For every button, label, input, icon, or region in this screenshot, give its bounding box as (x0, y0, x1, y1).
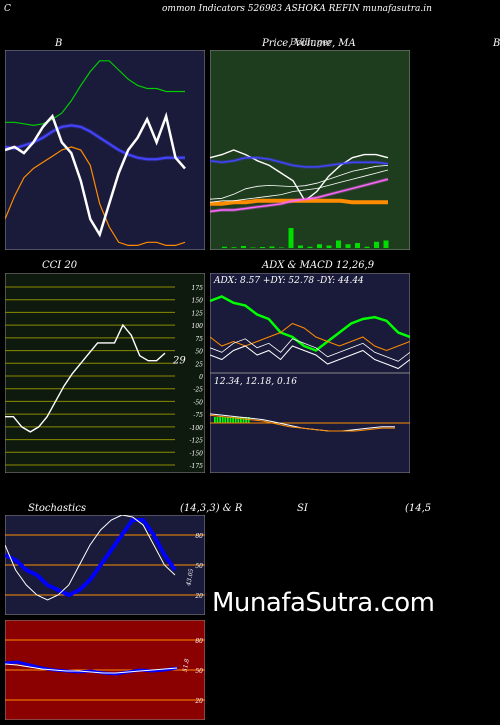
macd-values-text: 12.34, 12.18, 0.16 (214, 377, 297, 387)
corner-letter: C (4, 4, 11, 14)
volume-bar (241, 246, 246, 248)
volume-bar (355, 243, 360, 248)
macd-histogram-bar (224, 417, 227, 423)
stoch-params-label: (14,3,3) & R (180, 503, 243, 514)
macd-histogram-bar (227, 417, 229, 423)
volume-bar (279, 247, 284, 248)
macd-series-line (210, 414, 395, 432)
price-label: Price, Volume, MA (262, 38, 356, 49)
volume-bar (298, 245, 303, 248)
macd-histogram-bar (229, 417, 232, 423)
si-last-value: 51.8 (182, 658, 191, 673)
adx-panel: ADX: 8.57 +DY: 52.78 -DY: 44.44 (210, 273, 410, 373)
volume-bar (269, 246, 275, 248)
cci-label: CCI 20 (42, 260, 78, 271)
stoch-last-value: 43.05 (185, 568, 195, 587)
right-edge-label: B (493, 38, 500, 49)
cci-tick-label: -25 (193, 387, 203, 394)
macd-histogram-bar (234, 417, 237, 423)
cci-last-value: 29 (172, 356, 186, 367)
si-tick-label: 20 (194, 698, 203, 705)
bollinger-series-line (5, 111, 186, 238)
cci-line (5, 323, 166, 433)
cci-tick-label: -150 (190, 450, 204, 457)
si-series-line (5, 663, 178, 674)
cci-tick-label: -125 (190, 438, 204, 445)
adx-macd-label: ADX & MACD 12,26,9 (262, 260, 375, 271)
volume-bar (231, 247, 237, 248)
cci-tick-label: -50 (193, 399, 203, 406)
stoch-series-line (5, 515, 176, 601)
volume-bar (260, 247, 265, 248)
macd-histogram-bar (237, 417, 240, 423)
adx-series-line (210, 322, 410, 352)
cci-tick-label: 75 (195, 336, 203, 343)
bollinger-series-line (5, 146, 186, 246)
si-panel: 80 50 20 51.8 (5, 620, 205, 720)
volume-bar (288, 228, 294, 248)
si-label: SI (297, 503, 308, 514)
price-ma-line (210, 165, 389, 200)
cci-tick-label: -100 (190, 425, 204, 432)
volume-bar (383, 240, 389, 248)
cci-bg (5, 273, 205, 473)
price-bg (210, 50, 410, 250)
stoch-series-line (5, 518, 177, 598)
cci-tick-label: 175 (192, 285, 204, 292)
stoch-tick-label: 20 (194, 593, 203, 600)
adx-series-line (210, 345, 410, 370)
volume-bar (222, 246, 227, 248)
volume-bar (364, 246, 370, 248)
macd-histogram-bar (245, 417, 247, 423)
bollinger-label: B (55, 38, 63, 49)
price-panel (210, 50, 410, 250)
volume-bar (307, 246, 313, 248)
cci-tick-label: 25 (194, 361, 203, 368)
watermark: MunafaSutra.com (212, 588, 435, 618)
adx-bg (210, 273, 410, 373)
adx-values-text: ADX: 8.57 +DY: 52.78 -DY: 44.44 (213, 276, 364, 286)
stoch-tick-label: 80 (195, 533, 203, 540)
price-series-line (210, 198, 388, 206)
cci-tick-label: 0 (199, 374, 203, 381)
price-overlay-label: Bollinger (290, 38, 332, 48)
bollinger-panel (5, 50, 205, 250)
volume-bar (336, 240, 341, 248)
macd-panel: 12.34, 12.18, 0.16 (210, 373, 410, 473)
cci-tick-label: 100 (192, 323, 204, 330)
si-tick-label: 50 (195, 668, 203, 675)
cci-tick-label: 50 (195, 349, 203, 356)
volume-bar (345, 244, 351, 248)
si-params-label: (14,5 (405, 503, 432, 514)
adx-series-line (210, 295, 410, 352)
si-tick-label: 80 (195, 638, 203, 645)
volume-bar (317, 244, 322, 248)
volume-bar (250, 247, 256, 248)
price-ma-line (210, 169, 389, 203)
price-series-line (210, 178, 389, 213)
macd-histogram-bar (242, 417, 245, 423)
cci-tick-label: 150 (192, 298, 204, 305)
adx-series-line (210, 338, 410, 362)
stochastics-panel: 80 50 20 43.05 (5, 515, 205, 615)
macd-histogram-bar (232, 417, 234, 423)
cci-panel: 175 150 125 100 75 50 25 0 -25 -50 -75 -100 -125 -150… (5, 273, 205, 473)
macd-histogram-bar (214, 417, 216, 423)
price-series-line (210, 156, 389, 168)
volume-bar (374, 241, 379, 248)
macd-histogram-bar (221, 417, 224, 423)
macd-histogram-bar (216, 417, 219, 423)
cci-tick-label: -175 (190, 463, 204, 470)
volume-bar (326, 245, 332, 248)
cci-tick-label: -75 (193, 412, 203, 419)
stoch-tick-label: 50 (195, 563, 203, 570)
macd-histogram-bar (240, 417, 242, 423)
macd-histogram-bar (219, 417, 221, 423)
cci-tick-label: 125 (192, 310, 204, 317)
page-title: ommon Indicators 526983 ASHOKA REFIN mun… (162, 4, 432, 14)
bollinger-series-line (5, 60, 185, 127)
stoch-label: Stochastics (28, 503, 86, 514)
